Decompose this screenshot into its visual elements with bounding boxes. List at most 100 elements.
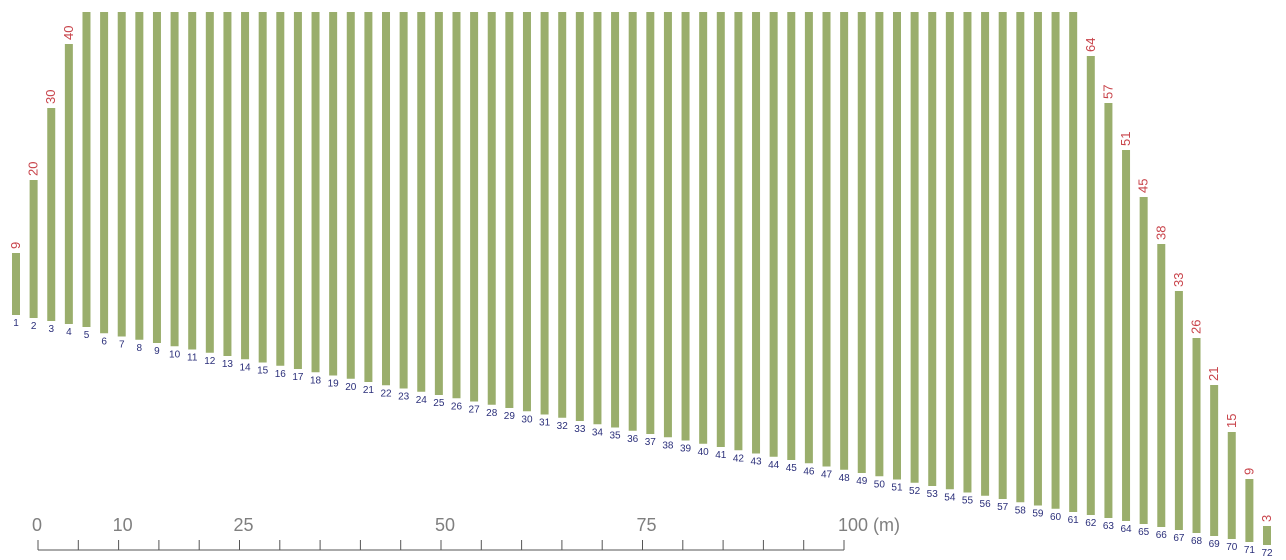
stake-29 [505, 12, 514, 408]
stake-58 [1016, 12, 1025, 503]
stake-index-label: 52 [909, 486, 921, 497]
stake-20 [346, 12, 355, 379]
stake-2 [29, 180, 38, 318]
stake-length-label: 20 [26, 162, 41, 176]
stake-52 [910, 12, 919, 483]
stake-25 [434, 12, 443, 395]
stake-index-label: 68 [1191, 536, 1203, 547]
stake-index-label: 63 [1103, 521, 1115, 532]
stake-index-label: 45 [786, 463, 798, 474]
stake-length-label: 38 [1153, 226, 1168, 240]
stake-index-label: 66 [1156, 530, 1168, 541]
stake-index-label: 41 [715, 450, 727, 461]
stake-index-label: 50 [874, 479, 886, 490]
stakes-group [12, 12, 1271, 545]
stake-index-label: 40 [698, 447, 710, 458]
stake-index-label: 33 [574, 424, 586, 435]
stake-length-label: 64 [1083, 38, 1098, 52]
stake-5 [82, 12, 91, 327]
stake-67 [1174, 291, 1183, 530]
stake-50 [875, 12, 884, 477]
stake-index-label: 24 [416, 395, 428, 406]
stake-index-label: 23 [398, 392, 410, 403]
stake-index-label: 37 [645, 437, 657, 448]
stake-index-label: 34 [592, 427, 604, 438]
stake-23 [399, 12, 408, 389]
stake-index-label: 58 [1015, 505, 1027, 516]
stake-index-label: 25 [433, 398, 445, 409]
stake-42 [734, 12, 743, 451]
stake-length-label: 21 [1206, 367, 1221, 381]
stake-index-label: 19 [328, 379, 340, 390]
stake-22 [382, 12, 391, 386]
stake-length-label: 33 [1171, 273, 1186, 287]
stake-length-label: 30 [43, 90, 58, 104]
stake-index-label: 3 [48, 324, 54, 335]
stake-index-label: 39 [680, 444, 692, 455]
stake-index-label: 55 [962, 496, 974, 507]
stake-index-label: 72 [1261, 548, 1273, 559]
stake-63 [1104, 103, 1113, 518]
stake-index-label: 8 [137, 343, 143, 354]
stake-17 [293, 12, 302, 369]
stake-33 [575, 12, 584, 421]
stake-index-label: 62 [1085, 518, 1097, 529]
stake-index-label: 18 [310, 375, 322, 386]
stake-6 [100, 12, 109, 334]
stake-index-label: 4 [66, 327, 72, 338]
stake-40 [699, 12, 708, 444]
stake-71 [1245, 479, 1254, 542]
stake-19 [329, 12, 338, 376]
stake-index-label: 1 [13, 318, 19, 329]
stake-length-label: 3 [1259, 515, 1274, 522]
stake-55 [963, 12, 972, 493]
stake-index-label: 15 [257, 366, 269, 377]
stake-index-label: 51 [891, 483, 903, 494]
stake-66 [1157, 244, 1166, 527]
stake-index-label: 69 [1209, 539, 1221, 550]
stake-1 [12, 253, 20, 315]
scale-label: 75 [637, 515, 657, 535]
stake-index-label: 7 [119, 340, 125, 351]
stake-index-label: 38 [662, 440, 674, 451]
stake-index-label: 53 [927, 489, 939, 500]
stake-44 [769, 12, 778, 457]
stake-41 [716, 12, 725, 447]
stake-length-label: 9 [8, 242, 23, 249]
stake-61 [1069, 12, 1078, 512]
scale-label: 0 [32, 515, 42, 535]
stake-index-label: 44 [768, 460, 780, 471]
stake-index-label: 14 [239, 362, 251, 373]
stake-49 [857, 12, 866, 473]
stake-length-label: 45 [1136, 179, 1151, 193]
stake-index-labels: 1 2 3 4 56 7 8 9 10 11 12 13 14 15 16 17 18 19 20 21 22 23 24 2… [13, 318, 1273, 559]
stake-62 [1086, 56, 1095, 515]
stake-57 [998, 12, 1007, 499]
stake-index-label: 49 [856, 476, 868, 487]
stake-69 [1210, 385, 1219, 536]
stake-index-label: 11 [187, 353, 198, 364]
stake-index-label: 35 [610, 431, 622, 442]
stake-index-label: 61 [1068, 515, 1080, 526]
stake-index-label: 60 [1050, 512, 1062, 523]
stake-15 [258, 12, 267, 363]
stake-68 [1192, 338, 1201, 533]
stake-43 [752, 12, 761, 454]
stake-index-label: 48 [839, 473, 851, 484]
stake-26 [452, 12, 461, 399]
stake-60 [1051, 12, 1060, 509]
stake-length-label: 57 [1100, 85, 1115, 99]
stake-35 [611, 12, 620, 428]
scale-label: 25 [234, 515, 254, 535]
stake-24 [417, 12, 426, 392]
stake-3 [47, 108, 56, 321]
stake-index-label: 36 [627, 434, 639, 445]
stake-16 [276, 12, 285, 366]
stake-index-label: 10 [169, 349, 181, 360]
scale-label: 100 (m) [838, 515, 900, 535]
stake-index-label: 22 [380, 388, 392, 399]
stake-index-label: 2 [31, 321, 37, 332]
stake-34 [593, 12, 602, 425]
stake-38 [663, 12, 672, 438]
stake-index-label: 30 [521, 414, 533, 425]
